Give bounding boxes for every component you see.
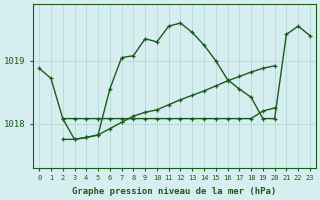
X-axis label: Graphe pression niveau de la mer (hPa): Graphe pression niveau de la mer (hPa)	[72, 187, 277, 196]
